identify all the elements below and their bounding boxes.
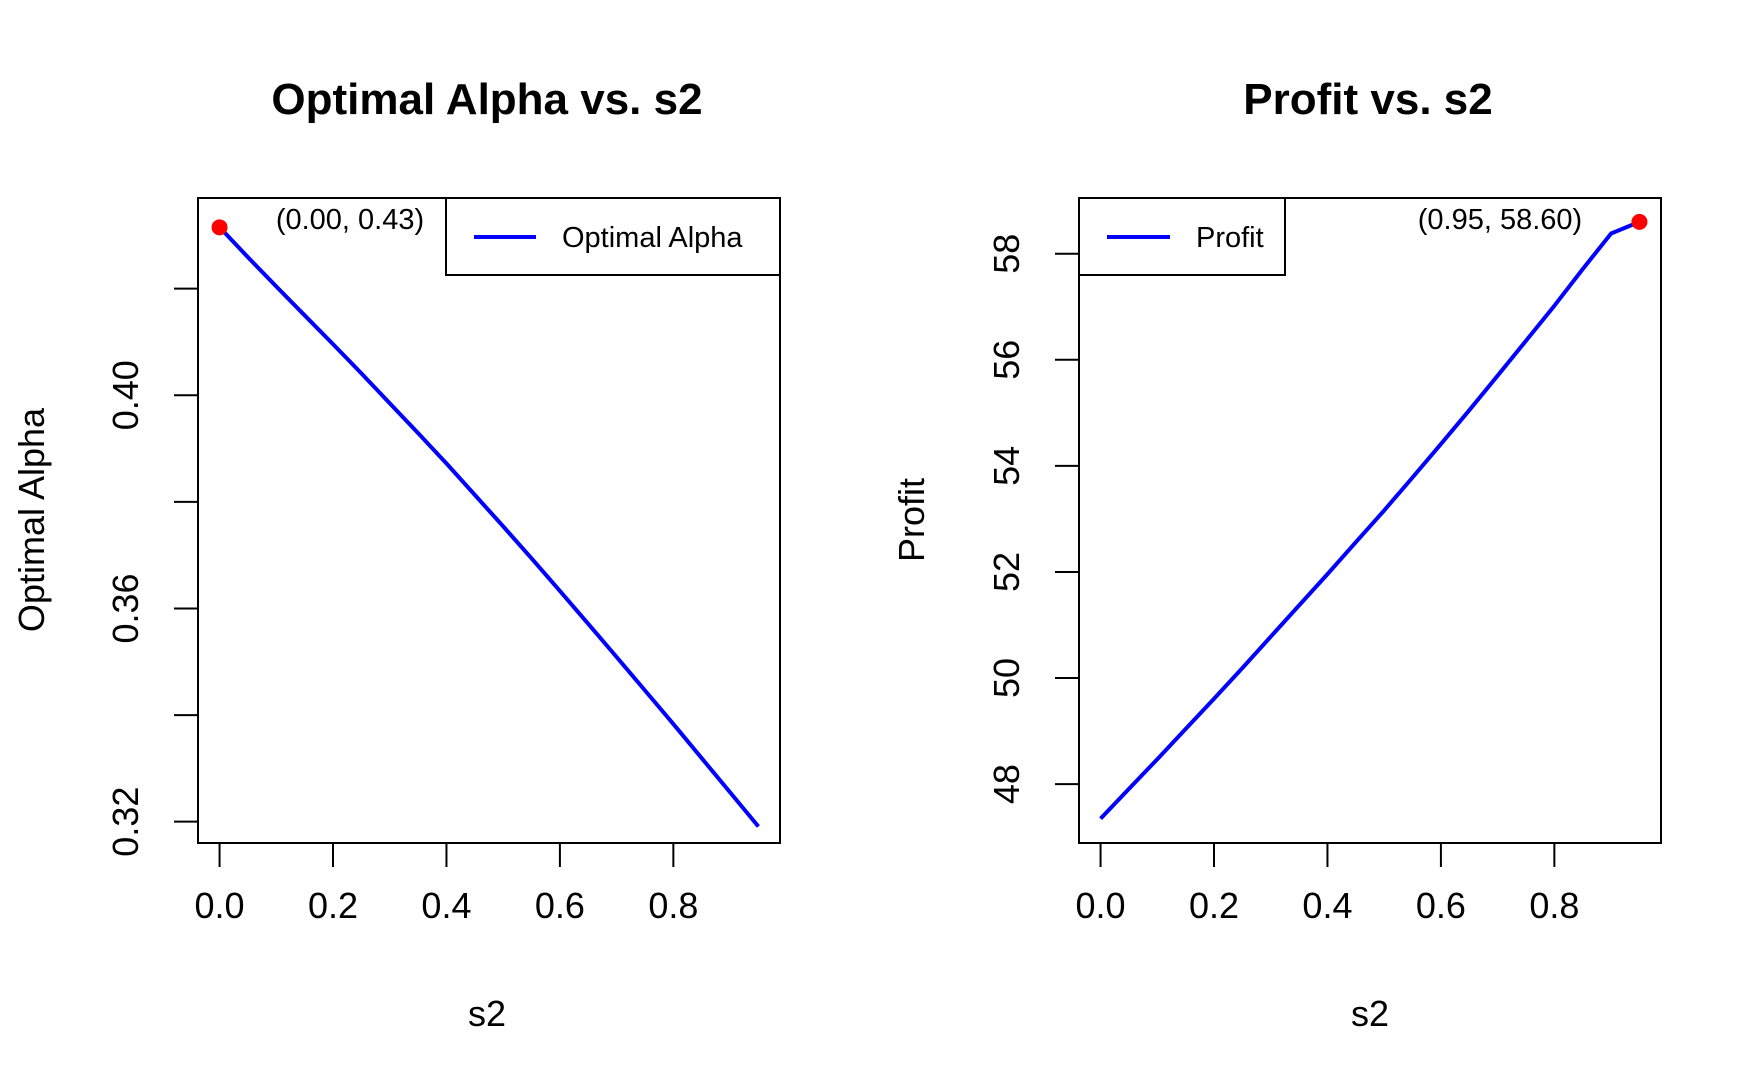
alpha-y-axis-label: Optimal Alpha — [11, 407, 52, 632]
profit-legend-label: Profit — [1196, 222, 1264, 254]
alpha-x-tick-label: 0.6 — [535, 885, 585, 926]
alpha-series-line — [218, 225, 760, 828]
profit-x-tick-label: 0.6 — [1416, 885, 1466, 926]
profit-legend: Profit — [1078, 197, 1286, 276]
alpha-y-tick-label: 0.32 — [105, 787, 146, 857]
alpha-x-axis: 0.0 0.2 0.4 0.6 0.8 — [195, 843, 698, 926]
alpha-legend: Optimal Alpha — [445, 197, 781, 276]
profit-y-axis: 48 50 52 54 56 58 — [986, 234, 1079, 804]
profit-x-tick-label: 0.2 — [1189, 885, 1239, 926]
profit-x-tick-label: 0.0 — [1076, 885, 1126, 926]
profit-y-tick-label: 58 — [986, 234, 1027, 274]
profit-chart-title: Profit vs. s2 — [1243, 75, 1492, 124]
profit-y-tick-label: 50 — [986, 658, 1027, 698]
profit-y-tick-label: 54 — [986, 446, 1027, 486]
alpha-y-tick-label: 0.36 — [105, 573, 146, 643]
alpha-chart-title: Optimal Alpha vs. s2 — [271, 75, 702, 124]
profit-y-tick-label: 56 — [986, 340, 1027, 380]
alpha-x-axis-label: s2 — [468, 993, 506, 1034]
alpha-x-tick-label: 0.0 — [195, 885, 245, 926]
alpha-max-point — [211, 219, 228, 236]
profit-y-tick-label: 52 — [986, 552, 1027, 592]
profit-plot-frame — [1078, 197, 1662, 844]
profit-max-point — [1631, 213, 1648, 230]
profit-x-tick-label: 0.4 — [1302, 885, 1352, 926]
alpha-y-axis: 0.32 0.36 0.40 — [105, 287, 198, 857]
profit-y-tick-label: 48 — [986, 764, 1027, 804]
alpha-x-tick-label: 0.4 — [421, 885, 471, 926]
profit-y-axis-label: Profit — [891, 478, 932, 562]
profit-x-tick-label: 0.8 — [1529, 885, 1579, 926]
alpha-legend-label: Optimal Alpha — [562, 222, 743, 254]
profit-chart-panel: Profit vs. s2 0.0 0.2 0.4 0.6 0.8 48 50 52 54 56… — [891, 75, 1662, 1034]
profit-series-line — [1099, 220, 1641, 820]
profit-x-axis-label: s2 — [1351, 993, 1389, 1034]
profit-max-point-label: (0.95, 58.60) — [1418, 204, 1582, 236]
alpha-chart-panel: Optimal Alpha vs. s2 0.0 0.2 0.4 0.6 0.8 0.3… — [11, 75, 781, 1034]
alpha-max-point-label: (0.00, 0.43) — [276, 204, 424, 236]
alpha-y-tick-label: 0.40 — [105, 360, 146, 430]
alpha-x-tick-label: 0.2 — [308, 885, 358, 926]
profit-x-axis: 0.0 0.2 0.4 0.6 0.8 — [1076, 843, 1579, 926]
alpha-x-tick-label: 0.8 — [648, 885, 698, 926]
